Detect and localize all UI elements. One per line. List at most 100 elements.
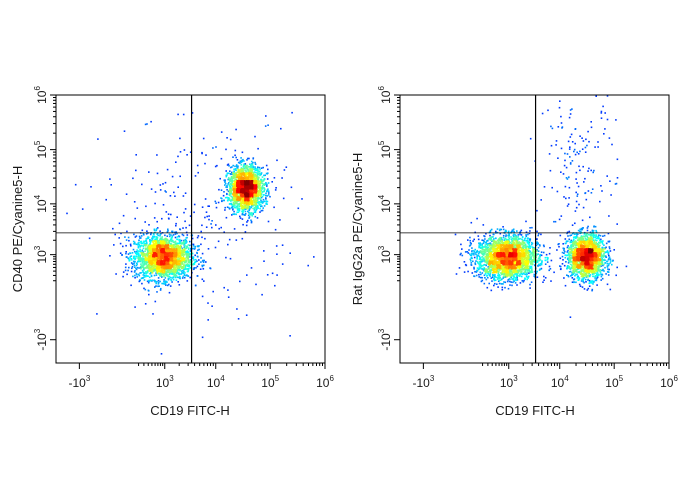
- event-dot: [263, 250, 265, 252]
- event-dot: [176, 245, 178, 247]
- event-dot: [175, 268, 177, 271]
- event-dot: [202, 261, 205, 263]
- event-dot: [154, 238, 156, 241]
- event-dot: [241, 193, 244, 195]
- event-dot: [185, 242, 187, 244]
- event-dot: [283, 169, 286, 171]
- event-dot: [490, 289, 493, 292]
- event-dot: [162, 204, 165, 206]
- event-dot: [149, 248, 151, 250]
- event-dot: [172, 253, 174, 256]
- event-dot: [158, 246, 161, 248]
- event-dot: [536, 238, 538, 241]
- event-dot: [289, 252, 291, 254]
- event-dot: [177, 267, 179, 269]
- event-dot: [166, 235, 169, 237]
- event-dot: [226, 206, 229, 208]
- event-dot: [255, 283, 257, 286]
- event-dot: [166, 250, 169, 253]
- event-dot: [139, 257, 141, 260]
- event-dot: [154, 240, 156, 243]
- event-dot: [210, 223, 212, 225]
- event-dot: [463, 261, 466, 263]
- event-dot: [254, 195, 257, 198]
- event-dot: [144, 257, 146, 259]
- event-dot: [135, 264, 138, 267]
- event-dot: [148, 263, 150, 266]
- event-dot: [159, 273, 162, 276]
- event-dot: [609, 250, 612, 252]
- event-dot: [149, 246, 152, 248]
- event-dot: [163, 248, 165, 251]
- event-dot: [225, 256, 227, 259]
- event-dot: [234, 199, 236, 201]
- event-dot: [140, 277, 143, 280]
- event-dot: [218, 227, 220, 230]
- event-dot: [134, 236, 137, 238]
- event-dot: [594, 146, 596, 148]
- event-dot: [460, 243, 462, 246]
- event-dot: [183, 246, 186, 248]
- event-dot: [191, 112, 194, 114]
- event-dot: [179, 257, 182, 259]
- event-dot: [250, 168, 252, 170]
- event-dot: [228, 191, 231, 194]
- event-dot: [90, 186, 92, 188]
- event-dot: [192, 268, 195, 271]
- event-dot: [193, 267, 195, 269]
- event-dot: [172, 269, 175, 272]
- event-dot: [172, 260, 175, 263]
- event-dot: [163, 262, 166, 265]
- event-dot: [196, 164, 199, 167]
- event-dot: [260, 209, 263, 212]
- event-dot: [157, 285, 159, 288]
- event-dot: [226, 137, 228, 139]
- event-dot: [243, 199, 245, 202]
- event-dot: [125, 193, 128, 195]
- event-dot: [166, 239, 169, 241]
- event-dot: [232, 199, 235, 201]
- event-dot: [155, 281, 157, 283]
- event-dot: [150, 275, 153, 278]
- event-dot: [206, 215, 208, 218]
- event-dot: [238, 189, 240, 191]
- event-dot: [240, 177, 243, 180]
- event-dot: [170, 213, 172, 216]
- event-dot: [223, 286, 225, 289]
- event-dot: [235, 194, 238, 196]
- event-dot: [134, 243, 136, 245]
- event-dot: [156, 246, 158, 249]
- event-dot: [236, 181, 238, 184]
- event-dot: [250, 190, 253, 193]
- event-dot: [234, 188, 236, 191]
- event-dot: [171, 265, 173, 267]
- event-dot: [266, 274, 269, 276]
- event-dot: [255, 178, 257, 181]
- event-dot: [143, 279, 146, 281]
- event-dot: [153, 217, 156, 219]
- event-dot: [282, 197, 285, 200]
- event-dot: [177, 271, 180, 274]
- event-dot: [179, 228, 182, 231]
- event-dot: [129, 256, 131, 259]
- event-dot: [241, 197, 243, 199]
- event-dot: [257, 181, 259, 184]
- event-dot: [143, 274, 146, 277]
- event-dot: [214, 165, 217, 168]
- event-dot: [187, 257, 189, 259]
- event-dot: [166, 267, 168, 270]
- event-dot: [562, 259, 564, 261]
- event-dot: [146, 237, 148, 240]
- event-dot: [148, 269, 150, 272]
- event-dot: [529, 287, 531, 289]
- event-dot: [142, 265, 144, 268]
- event-dot: [219, 177, 221, 180]
- event-dot: [267, 194, 270, 196]
- event-dot: [254, 193, 256, 195]
- event-dot: [128, 239, 130, 242]
- event-dot: [129, 255, 132, 258]
- event-dot: [146, 257, 148, 260]
- event-dot: [258, 202, 260, 205]
- event-dot: [122, 271, 125, 273]
- event-dot: [236, 199, 238, 201]
